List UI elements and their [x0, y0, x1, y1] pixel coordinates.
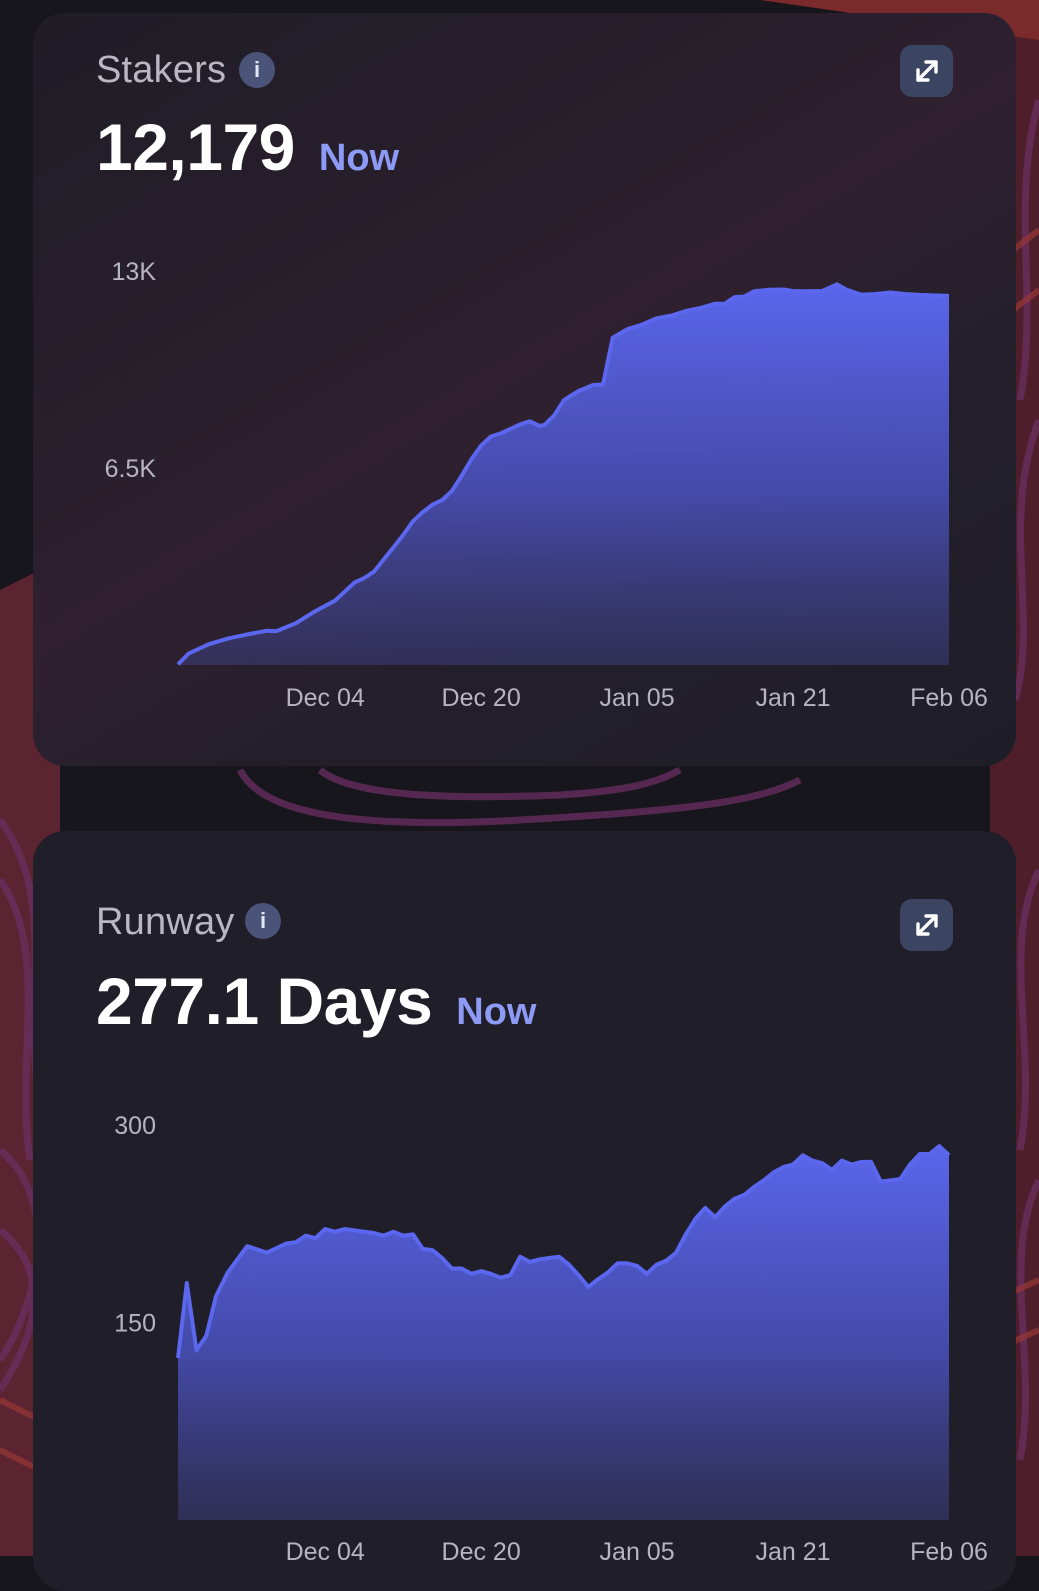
x-tick-label: Jan 21 — [756, 684, 831, 712]
x-tick-label: Dec 20 — [442, 1538, 521, 1566]
stakers-chart: 6.5K 13K Dec 04 Dec 20 Jan 05 Jan 21 Feb 06 — [105, 258, 988, 712]
value-row: 12,179 Now — [96, 109, 399, 185]
y-tick-label: 300 — [114, 1112, 156, 1140]
y-tick-label: 150 — [114, 1310, 156, 1338]
x-tick-label: Feb 06 — [910, 1538, 988, 1566]
value-row: 277.1 Days Now — [96, 963, 537, 1039]
now-label: Now — [318, 137, 400, 179]
expand-button[interactable] — [900, 899, 953, 951]
x-tick-label: Dec 04 — [286, 1538, 365, 1566]
expand-icon — [915, 60, 938, 82]
expand-icon — [915, 914, 938, 936]
x-tick-label: Dec 20 — [442, 684, 521, 712]
x-tick-label: Jan 05 — [600, 684, 675, 712]
info-icon[interactable]: i — [245, 903, 281, 939]
series-area — [178, 284, 949, 665]
runway-card: 150 300 Dec 04 Dec 20 Jan 05 Jan 21 Feb 06 Run… — [33, 831, 1016, 1591]
y-tick-label: 6.5K — [105, 455, 157, 483]
current-value: 277.1 Days — [96, 964, 433, 1038]
series-line — [176, 282, 950, 666]
x-tick-label: Dec 04 — [286, 684, 365, 712]
x-tick-label: Feb 06 — [910, 684, 988, 712]
runway-chart: 150 300 Dec 04 Dec 20 Jan 05 Jan 21 Feb 06 — [114, 1112, 988, 1566]
stakers-card: 6.5K 13K Dec 04 Dec 20 Jan 05 Jan 21 Feb 06 St… — [33, 13, 1016, 766]
card-title: Stakers — [96, 49, 227, 91]
info-icon[interactable]: i — [239, 52, 275, 88]
now-label: Now — [456, 991, 537, 1033]
expand-button[interactable] — [900, 45, 953, 97]
current-value: 12,179 — [96, 110, 295, 184]
x-tick-label: Jan 05 — [600, 1538, 675, 1566]
card-title: Runway — [96, 901, 235, 943]
y-tick-label: 13K — [112, 258, 157, 286]
x-tick-label: Jan 21 — [756, 1538, 831, 1566]
series-line — [176, 1144, 951, 1359]
series-area — [178, 1146, 949, 1520]
